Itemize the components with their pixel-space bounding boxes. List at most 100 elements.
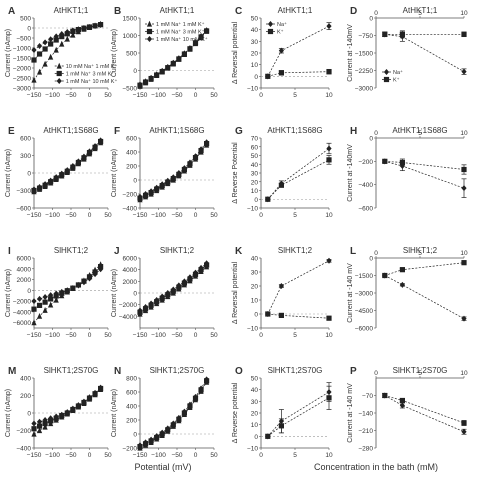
x-tick-label-k-0: 0 xyxy=(259,332,263,339)
data-point-f-2-0 xyxy=(137,193,143,200)
y-tick-label-d-2: −1500 xyxy=(355,51,374,58)
y-tick-label-d-4: −3000 xyxy=(355,86,374,93)
y-tick-label-a-7: −3000 xyxy=(13,86,32,93)
x-tick-label-f-1: −100 xyxy=(151,212,166,219)
data-point-m-2-5 xyxy=(59,411,65,418)
data-point-a-0-6 xyxy=(64,35,70,42)
panel-letter-a: A xyxy=(8,6,15,17)
data-point-d-1-1 xyxy=(399,31,405,37)
data-point-m-2-1 xyxy=(36,418,43,425)
y-tick-label-e-4: −600 xyxy=(16,206,31,213)
data-point-m-2-2 xyxy=(42,417,48,423)
y-tick-label-g-3: 40 xyxy=(251,162,259,169)
y-tick-label-k-1: 30 xyxy=(251,270,259,277)
y-tick-label-b-1: 1000 xyxy=(123,33,138,40)
series-line-o-1 xyxy=(267,397,330,437)
data-point-i-2-8 xyxy=(75,282,81,289)
y-tick-label-l-2: −3000 xyxy=(355,291,374,298)
data-point-n-2-9 xyxy=(187,401,193,408)
y-tick-label-j-0: 6000 xyxy=(123,256,138,263)
data-point-b-2-0 xyxy=(137,81,143,88)
y-tick-label-k-3: 10 xyxy=(251,298,259,305)
x-tick-label-k-2: 10 xyxy=(325,332,333,339)
panel-letter-g: G xyxy=(235,126,243,137)
data-point-e-2-1 xyxy=(36,184,43,190)
y-tick-label-k-2: 20 xyxy=(251,284,259,291)
data-point-l-1-0 xyxy=(382,272,388,279)
y-tick-label-g-5: 20 xyxy=(251,179,259,186)
data-point-o-1-2 xyxy=(326,395,332,401)
panel-title-a: AtHKT1;1 xyxy=(54,6,89,15)
legend-marker-b-2 xyxy=(146,36,153,42)
y-axis-label-b: Current (nAmp) xyxy=(111,29,118,77)
data-point-a-0-0 xyxy=(31,76,37,83)
data-point-a-0-1 xyxy=(36,68,43,75)
panel-letter-o: O xyxy=(235,366,243,377)
data-point-f-2-11 xyxy=(198,146,204,153)
data-point-d-1-0 xyxy=(382,31,388,37)
y-tick-label-j-5: −4000 xyxy=(119,314,138,321)
data-point-i-0-3 xyxy=(48,301,54,308)
panel-title-e: AtHKT1;1S68G xyxy=(43,126,98,135)
data-point-e-2-11 xyxy=(92,143,98,150)
x-tick-label-m-2: −50 xyxy=(65,452,76,459)
data-point-p-1-1 xyxy=(399,397,405,404)
y-tick-label-j-1: 4000 xyxy=(123,267,138,274)
x-tick-label-i-2: −50 xyxy=(65,332,76,339)
x-tick-label-b-2: −50 xyxy=(171,92,182,99)
x-tick-label-j-4: 50 xyxy=(210,332,218,339)
y-tick-label-j-3: 0 xyxy=(133,291,137,298)
data-point-j-2-3 xyxy=(154,297,160,303)
data-point-n-2-12 xyxy=(204,376,210,383)
data-point-f-2-4 xyxy=(159,181,165,188)
data-point-c-0-2 xyxy=(326,23,332,30)
y-tick-label-e-1: 300 xyxy=(20,153,31,160)
x-tick-label-f-4: 50 xyxy=(210,212,218,219)
panel-j: J SlHKT1;2 Current (nAmp) 6000 4000 2000 0 −200… xyxy=(111,246,218,339)
legend-label-a-2: 1 mM Na⁺ 10 mM K⁺ xyxy=(66,78,118,85)
x-tick-label-e-0: −150 xyxy=(27,212,42,219)
panel-e: E AtHKT1;1S68G Current (nAmp) 600 300 0 −300 −6… xyxy=(5,126,112,219)
series-line-n-2 xyxy=(139,379,207,446)
y-tick-label-i-0: 6000 xyxy=(17,256,32,263)
x-tick-label-l-2: 10 xyxy=(460,250,468,257)
data-point-m-2-4 xyxy=(53,413,59,420)
y-tick-label-b-2: 500 xyxy=(126,51,137,58)
data-point-g-1-0 xyxy=(265,196,271,202)
data-point-j-2-7 xyxy=(176,282,182,289)
data-point-i-2-11 xyxy=(92,271,98,278)
y-tick-label-i-6: −6000 xyxy=(13,320,32,327)
data-point-a-1-4 xyxy=(53,37,59,43)
panel-letter-d: D xyxy=(350,6,357,17)
x-tick-label-b-3: 0 xyxy=(194,92,198,99)
x-tick-label-i-0: −150 xyxy=(27,332,42,339)
x-tick-label-a-1: −100 xyxy=(45,92,60,99)
y-tick-label-o-1: 40 xyxy=(251,387,259,394)
series-line-h-1 xyxy=(384,160,465,170)
y-tick-label-a-4: −1500 xyxy=(13,56,32,63)
x-tick-label-e-2: −50 xyxy=(65,212,76,219)
y-tick-label-m-4: −400 xyxy=(16,446,31,453)
x-tick-label-j-2: −50 xyxy=(171,332,182,339)
data-point-c-0-1 xyxy=(278,47,284,54)
y-tick-label-c-1: 40 xyxy=(251,27,259,34)
x-tick-label-g-0: 0 xyxy=(259,212,263,219)
y-tick-label-c-6: −10 xyxy=(247,86,258,93)
data-point-l-1-2 xyxy=(461,260,467,266)
legend-marker-b-1 xyxy=(146,28,153,35)
series-line-o-0 xyxy=(267,391,330,437)
data-point-e-2-2 xyxy=(42,181,48,188)
data-point-m-2-6 xyxy=(64,409,70,416)
data-point-j-2-4 xyxy=(159,293,165,300)
y-tick-label-c-2: 30 xyxy=(251,39,259,46)
x-tick-label-b-0: −150 xyxy=(133,92,148,99)
series-line-k-1 xyxy=(267,313,330,319)
data-point-f-2-8 xyxy=(181,165,187,172)
y-axis-label-l: Current at -140 mV xyxy=(347,263,354,323)
x-axis-label-iv: Potential (mV) xyxy=(134,462,191,472)
y-tick-label-b-0: 1500 xyxy=(123,16,138,23)
legend-label-d-1: K⁺ xyxy=(393,77,400,84)
panel-title-o: SlHKT1;2S70G xyxy=(268,366,323,375)
